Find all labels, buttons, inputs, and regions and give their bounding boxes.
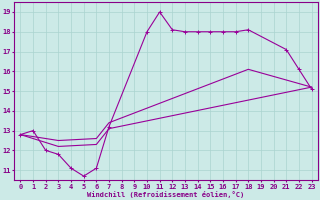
X-axis label: Windchill (Refroidissement éolien,°C): Windchill (Refroidissement éolien,°C): [87, 191, 244, 198]
